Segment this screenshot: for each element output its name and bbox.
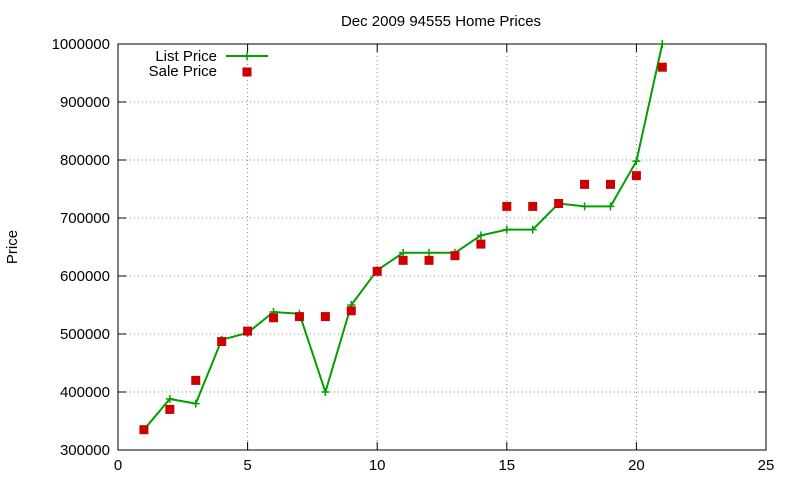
- list-price-point: [165, 394, 174, 403]
- y-tick-label: 300000: [60, 442, 110, 459]
- y-tick-label: 1000000: [52, 36, 110, 53]
- list-price-point: [606, 202, 615, 211]
- sale-price-point: [217, 337, 227, 347]
- y-tick-label: 400000: [60, 384, 110, 401]
- grid: [118, 44, 766, 450]
- list-price-point: [399, 248, 408, 257]
- x-tick-label: 20: [628, 457, 645, 474]
- sale-price-point: [398, 255, 408, 265]
- list-price-point: [658, 40, 667, 48]
- chart-title: Dec 2009 94555 Home Prices: [341, 13, 541, 30]
- sale-price-point: [320, 312, 330, 322]
- list-price-point: [191, 399, 200, 408]
- y-tick-label: 900000: [60, 94, 110, 111]
- sale-price-point: [631, 171, 641, 181]
- list-price-point: [321, 388, 330, 396]
- y-tick-label: 800000: [60, 152, 110, 169]
- sale-price-point: [165, 404, 175, 414]
- sale-price-point: [139, 425, 149, 435]
- sale-price-point: [243, 326, 253, 336]
- legend-label-list-price: List Price: [155, 48, 217, 65]
- x-tick-label: 25: [758, 457, 775, 474]
- list-price-point: [632, 157, 641, 166]
- sale-price-point: [657, 62, 667, 72]
- list-price-point: [476, 231, 485, 240]
- x-tick-label: 0: [114, 457, 122, 474]
- legend: List Price Sale Price: [149, 48, 268, 80]
- sale-price-point: [554, 199, 564, 208]
- sale-price-point: [450, 251, 460, 261]
- list-price-point: [580, 202, 589, 211]
- sale-price-point: [605, 179, 615, 189]
- list-price-point: [528, 225, 537, 234]
- legend-marker-sale-price: [242, 67, 252, 77]
- y-tick-label: 500000: [60, 326, 110, 343]
- sale-price-point: [372, 266, 382, 276]
- sale-price-point: [191, 375, 201, 385]
- plot-frame: [117, 43, 767, 451]
- sale-price-point: [269, 313, 279, 323]
- y-axis-label: Price: [4, 230, 21, 264]
- sale-price-point: [346, 306, 356, 316]
- list-price-point: [425, 248, 434, 257]
- x-tick-label: 5: [243, 457, 251, 474]
- list-price-point: [502, 225, 511, 234]
- sale-price-point: [424, 255, 434, 265]
- series-line-list-price: [143, 43, 664, 431]
- sale-price-point: [502, 201, 512, 211]
- sale-price-point: [528, 201, 538, 211]
- legend-label-sale-price: Sale Price: [149, 63, 217, 80]
- x-tick-label: 15: [498, 457, 515, 474]
- series-marks: [139, 40, 667, 435]
- legend-marker-list-price: [243, 52, 251, 60]
- sale-price-point: [580, 179, 590, 189]
- y-tick-label: 600000: [60, 268, 110, 285]
- sale-price-point: [294, 312, 304, 322]
- y-tick-label: 700000: [60, 210, 110, 227]
- sale-price-point: [476, 239, 486, 249]
- x-tick-label: 10: [369, 457, 386, 474]
- axis-ticks: 0 5 10 15 20 25 300000 400000 500000 600000 700000…: [52, 36, 775, 474]
